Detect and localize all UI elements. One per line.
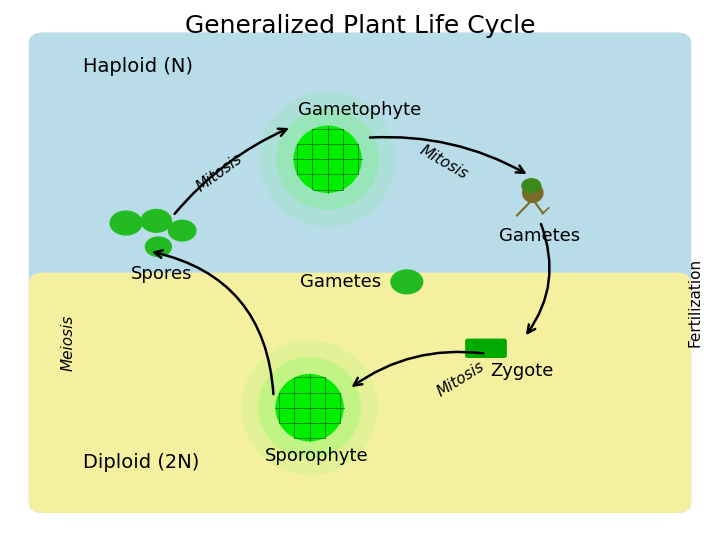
- Text: Spores: Spores: [131, 265, 193, 282]
- Ellipse shape: [294, 126, 362, 193]
- Circle shape: [168, 220, 196, 241]
- Text: Gametes: Gametes: [300, 273, 382, 291]
- Text: Zygote: Zygote: [490, 362, 554, 380]
- FancyBboxPatch shape: [29, 273, 691, 513]
- Text: Gametophyte: Gametophyte: [298, 101, 422, 119]
- Ellipse shape: [276, 374, 344, 442]
- FancyArrowPatch shape: [155, 250, 274, 394]
- Text: Diploid (2N): Diploid (2N): [83, 454, 199, 472]
- Circle shape: [141, 210, 171, 232]
- Text: Gametes: Gametes: [500, 227, 580, 245]
- Circle shape: [522, 179, 541, 193]
- Ellipse shape: [258, 357, 361, 458]
- FancyArrowPatch shape: [370, 137, 524, 173]
- Text: Haploid (N): Haploid (N): [83, 57, 193, 76]
- Text: Mitosis: Mitosis: [194, 151, 246, 194]
- Ellipse shape: [276, 109, 379, 210]
- FancyArrowPatch shape: [528, 224, 549, 333]
- Ellipse shape: [241, 340, 378, 475]
- Circle shape: [391, 270, 423, 294]
- Ellipse shape: [522, 183, 544, 203]
- Text: Fertilization: Fertilization: [688, 258, 702, 347]
- FancyArrowPatch shape: [354, 352, 483, 386]
- Text: Generalized Plant Life Cycle: Generalized Plant Life Cycle: [185, 14, 535, 37]
- Circle shape: [145, 237, 171, 256]
- Text: Meiosis: Meiosis: [61, 315, 76, 371]
- Circle shape: [110, 211, 142, 235]
- Ellipse shape: [259, 92, 396, 227]
- FancyBboxPatch shape: [29, 32, 691, 513]
- Text: Sporophyte: Sporophyte: [265, 447, 369, 465]
- FancyArrowPatch shape: [174, 129, 287, 214]
- Text: Mitosis: Mitosis: [418, 142, 471, 182]
- Text: Mitosis: Mitosis: [434, 359, 487, 400]
- FancyBboxPatch shape: [465, 339, 507, 358]
